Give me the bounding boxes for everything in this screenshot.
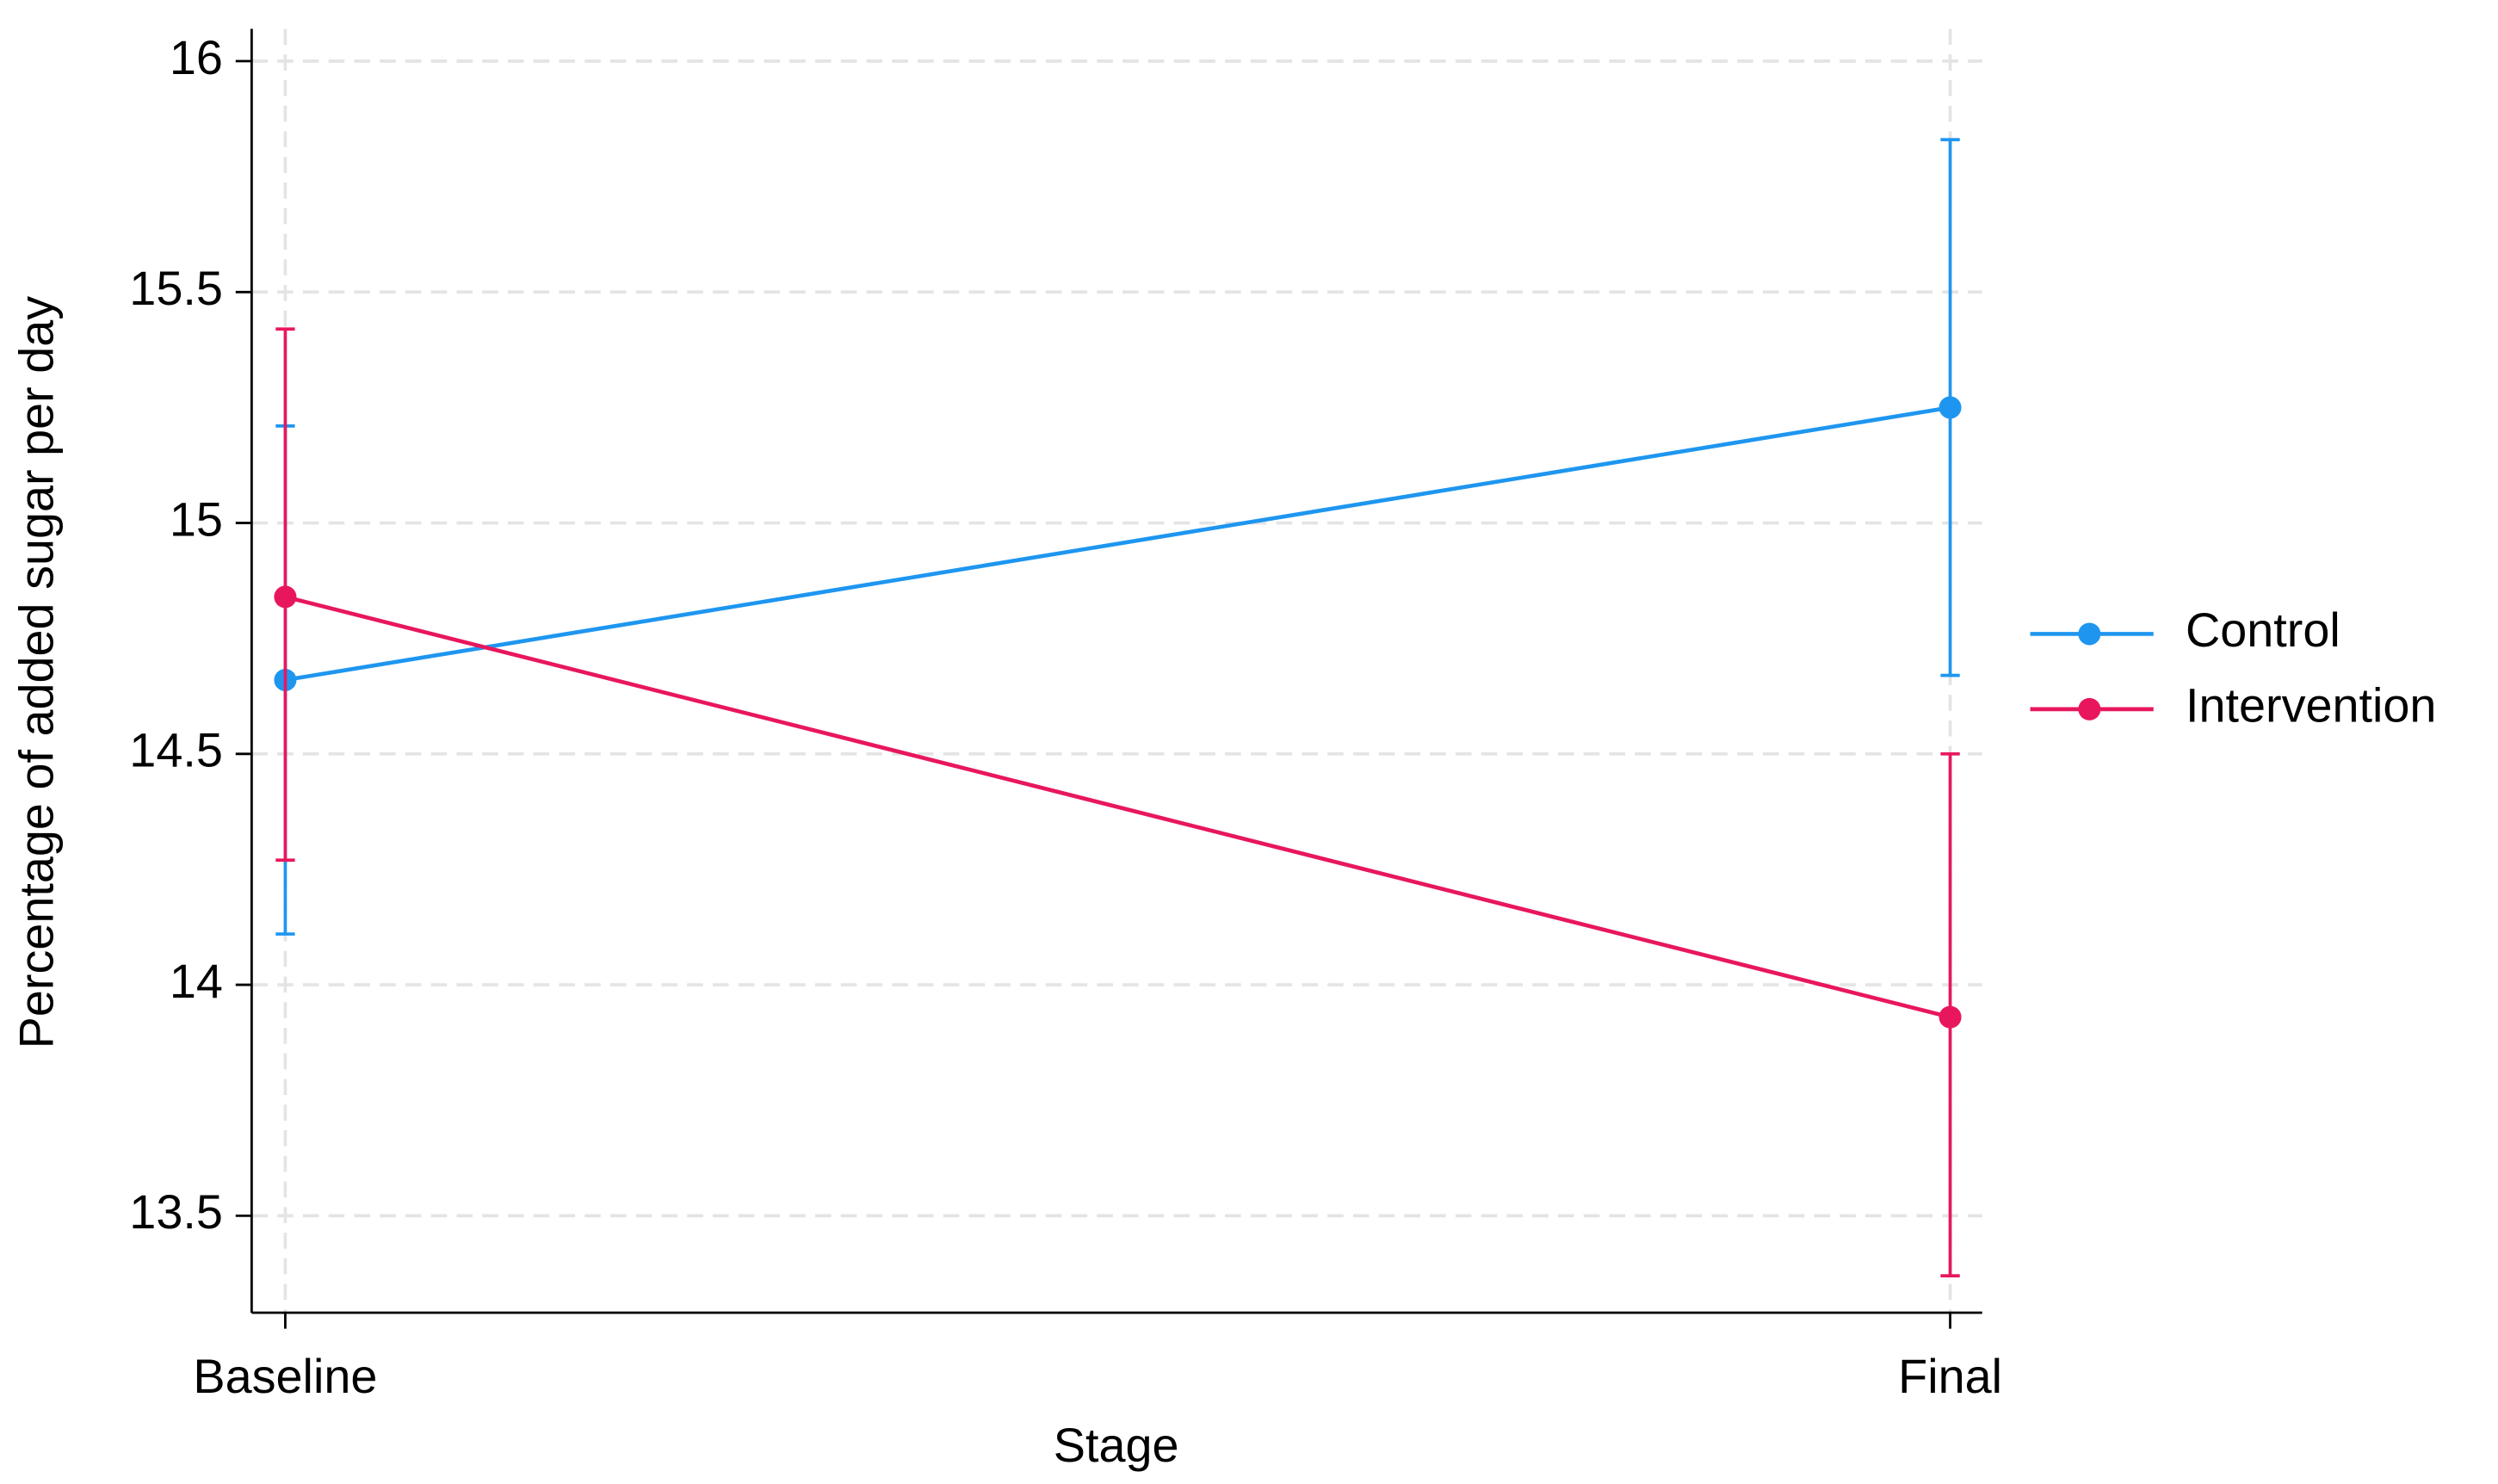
point: [274, 585, 297, 609]
y-axis-label: Percentage of added sugar per day: [9, 296, 64, 1049]
x-tick-label: Final: [1898, 1349, 2002, 1403]
y-tick-label: 14: [170, 954, 223, 1008]
y-tick-label: 15.5: [129, 261, 223, 315]
point: [1938, 1005, 1962, 1029]
legend-marker: [2078, 622, 2101, 646]
point: [1938, 396, 1962, 419]
series-line: [285, 405, 1951, 683]
legend-marker: [2078, 697, 2101, 720]
y-tick-label: 14.5: [129, 723, 223, 777]
series-line: [284, 595, 1951, 1019]
x-tick-label: Baseline: [193, 1349, 377, 1403]
y-tick-label: 13.5: [129, 1184, 223, 1239]
y-tick-label: 16: [170, 30, 223, 84]
legend-label: Intervention: [2186, 678, 2437, 733]
legend-label: Control: [2186, 603, 2340, 657]
y-tick-label: 15: [170, 492, 223, 546]
x-axis-label: Stage: [1054, 1418, 1179, 1472]
